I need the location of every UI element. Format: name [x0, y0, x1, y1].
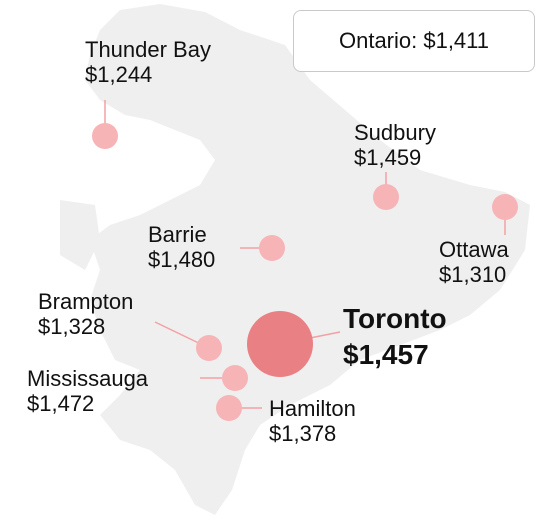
- ontario-landmass-west: [60, 200, 100, 270]
- city-label-hamilton: Hamilton $1,378: [269, 396, 356, 446]
- city-name: Mississauga: [27, 366, 149, 391]
- city-label-thunder-bay: Thunder Bay $1,244: [85, 37, 211, 87]
- city-value: $1,328: [38, 314, 106, 339]
- bubble-brampton: [196, 335, 222, 361]
- bubble-sudbury: [373, 184, 399, 210]
- city-label-toronto: Toronto $1,457: [343, 301, 447, 373]
- city-label-brampton: Brampton $1,328: [38, 289, 133, 339]
- city-label-mississauga: Mississauga $1,472: [27, 366, 148, 416]
- bubble-ottawa: [492, 194, 518, 220]
- province-average-box: Ontario: $1,411: [293, 10, 535, 72]
- city-value: $1,480: [148, 247, 216, 272]
- city-bubbles: [92, 123, 518, 421]
- city-name: Hamilton: [269, 396, 356, 421]
- city-name: Brampton: [38, 289, 134, 314]
- bubble-hamilton: [216, 395, 242, 421]
- ontario-landmass-north: [205, 30, 360, 140]
- city-label-barrie: Barrie $1,480: [148, 222, 215, 272]
- province-average-label: Ontario: $1,411: [338, 28, 490, 53]
- city-name: Sudbury: [354, 120, 436, 145]
- city-value: $1,378: [269, 421, 337, 446]
- city-name: Ottawa: [439, 237, 509, 262]
- bubble-mississauga: [222, 365, 248, 391]
- city-value: $1,472: [27, 391, 95, 416]
- bubble-toronto: [247, 311, 313, 377]
- city-label-sudbury: Sudbury $1,459: [354, 120, 436, 170]
- city-value: $1,459: [354, 145, 422, 170]
- city-value: $1,310: [439, 262, 507, 287]
- city-label-ottawa: Ottawa $1,310: [439, 237, 509, 287]
- city-name: Toronto: [343, 303, 447, 334]
- city-value: $1,244: [85, 62, 153, 87]
- city-value: $1,457: [343, 339, 429, 370]
- city-name: Barrie: [148, 222, 207, 247]
- ontario-landmass: [85, 4, 530, 515]
- bubble-thunder-bay: [92, 123, 118, 149]
- city-name: Thunder Bay: [85, 37, 211, 62]
- bubble-barrie: [259, 235, 285, 261]
